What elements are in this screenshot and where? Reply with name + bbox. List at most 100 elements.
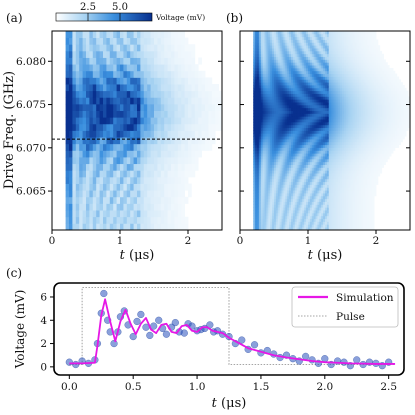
heatmap-cell: [342, 93, 345, 97]
heatmap-cell: [287, 99, 290, 103]
heatmap-cell: [326, 218, 330, 222]
heatmap-cell: [65, 64, 70, 72]
heatmap-cell: [342, 187, 345, 191]
heatmap-cell: [258, 175, 262, 180]
heatmap-cell: [264, 79, 267, 83]
heatmap-cell: [285, 48, 288, 52]
heatmap-cell: [342, 173, 345, 177]
heatmap-cell: [262, 156, 265, 160]
heatmap-cell: [292, 65, 296, 69]
heatmap-cell: [302, 175, 305, 180]
heatmap-cell: [262, 195, 265, 200]
heatmap-cell: [69, 57, 73, 65]
heatmap-cell: [274, 76, 277, 80]
heatmap-cell: [133, 150, 138, 158]
heatmap-cell: [89, 70, 94, 78]
heatmap-cell: [323, 218, 326, 222]
heatmap-cell: [292, 113, 296, 117]
heatmap-cell: [277, 204, 281, 208]
heatmap-cell: [277, 130, 281, 134]
heatmap-cell: [264, 96, 267, 100]
heatmap-cell: [184, 163, 189, 171]
heatmap-cell: [79, 157, 83, 165]
heatmap-cell: [174, 150, 179, 158]
heatmap-cell: [351, 195, 354, 200]
heatmap-cell: [325, 150, 328, 154]
heatmap-cell: [262, 178, 265, 183]
heatmap-cell: [120, 190, 124, 198]
heatmap-cell: [205, 130, 209, 138]
heatmap-cell: [300, 198, 303, 202]
heatmap-cell: [289, 198, 292, 202]
heatmap-cell: [274, 212, 277, 217]
heatmap-cell: [160, 84, 165, 92]
heatmap-cell: [340, 59, 343, 63]
heatmap-cell: [120, 103, 124, 111]
heatmap-cell: [171, 130, 175, 138]
heatmap-cell: [343, 198, 347, 202]
heatmap-cell: [260, 39, 264, 43]
heatmap-cell: [99, 70, 104, 78]
heatmap-cell: [266, 210, 269, 214]
heatmap-cell: [82, 157, 87, 165]
heatmap-cell: [194, 150, 199, 158]
heatmap-cell: [296, 50, 299, 55]
heatmap-cell: [262, 45, 265, 49]
heatmap-cell: [99, 84, 104, 92]
heatmap-cell: [103, 170, 107, 178]
heatmap-cell: [72, 31, 77, 39]
heatmap-cell: [319, 161, 322, 166]
heatmap-cell: [306, 141, 309, 146]
heatmap-cell: [106, 203, 111, 211]
heatmap-cell: [345, 107, 349, 111]
heatmap-cell: [279, 198, 282, 202]
heatmap-cell: [268, 99, 271, 103]
heatmap-cell: [347, 45, 350, 49]
heatmap-cell: [313, 67, 316, 72]
heatmap-cell: [345, 227, 349, 230]
heatmap-cell: [317, 124, 320, 129]
heatmap-cell: [177, 190, 182, 198]
heatmap-cell: [334, 96, 337, 100]
heatmap-cell: [345, 221, 349, 225]
heatmap-cell: [308, 39, 311, 43]
heatmap-cell: [285, 147, 288, 151]
heatmap-cell: [304, 139, 307, 143]
heatmap-cell: [75, 210, 80, 218]
heatmap-cell: [264, 121, 267, 126]
heatmap-cell: [266, 204, 269, 208]
heatmap-cell: [279, 87, 282, 92]
heatmap-cell: [257, 181, 260, 185]
heatmap-cell: [272, 124, 275, 129]
heatmap-cell: [126, 117, 131, 125]
heatmap-cell: [345, 212, 349, 217]
heatmap-cell: [311, 33, 315, 38]
heatmap-cell: [258, 93, 262, 97]
heatmap-cell: [328, 73, 332, 77]
heatmap-cell: [174, 44, 179, 52]
heatmap-cell: [308, 210, 311, 214]
heatmap-cell: [266, 53, 269, 57]
heatmap-cell: [283, 133, 286, 137]
heatmap-cell: [96, 37, 100, 45]
heatmap-cell: [143, 84, 148, 92]
heatmap-cell: [181, 203, 185, 211]
heatmap-cell: [164, 117, 168, 125]
heatmap-cell: [321, 39, 324, 43]
heatmap-cell: [75, 97, 80, 105]
heatmap-cell: [270, 116, 273, 120]
heatmap-cell: [315, 190, 318, 194]
heatmap-cell: [300, 45, 303, 49]
heatmap-cell: [147, 170, 151, 178]
heatmap-cell: [347, 201, 350, 205]
heatmap-cell: [345, 150, 349, 154]
heatmap-cell: [353, 178, 356, 183]
heatmap-cell: [274, 90, 277, 94]
heatmap-cell: [75, 183, 80, 191]
heatmap-cell: [126, 97, 131, 105]
heatmap-cell: [294, 104, 298, 109]
heatmap-cell: [82, 216, 87, 224]
y-tick-label: 6.070: [16, 142, 46, 154]
heatmap-cell: [292, 59, 296, 63]
heatmap-cell: [257, 187, 260, 191]
